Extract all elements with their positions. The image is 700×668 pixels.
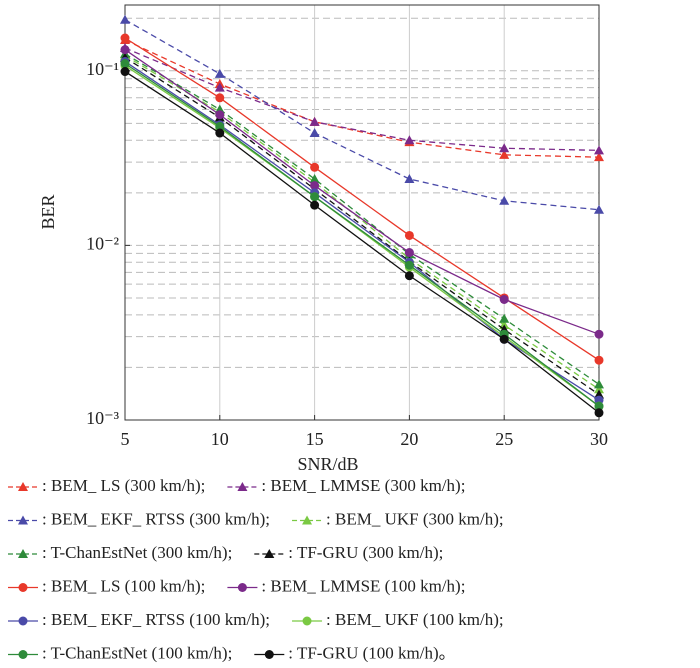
x-tick-label: 30 bbox=[590, 429, 608, 449]
marker bbox=[404, 271, 414, 281]
marker bbox=[264, 549, 275, 558]
marker bbox=[594, 408, 604, 418]
series-line bbox=[124, 39, 600, 158]
x-tick-label: 5 bbox=[121, 429, 130, 449]
legend-label: : BEM_ LMMSE (100 km/h); bbox=[261, 576, 465, 595]
legend-label: : BEM_ LS (100 km/h); bbox=[42, 576, 205, 595]
marker bbox=[404, 260, 414, 270]
marker bbox=[237, 482, 248, 491]
legend-label: : BEM_ LS (300 km/h); bbox=[42, 476, 205, 495]
marker bbox=[310, 162, 320, 172]
marker bbox=[120, 14, 130, 24]
marker bbox=[18, 515, 28, 525]
marker bbox=[309, 128, 320, 138]
legend-label: : TF-GRU (300 km/h); bbox=[288, 543, 443, 562]
marker bbox=[594, 329, 604, 339]
legend-label: : T-ChanEstNet (300 km/h); bbox=[42, 543, 232, 562]
marker bbox=[264, 650, 274, 659]
marker bbox=[18, 549, 28, 558]
marker bbox=[120, 33, 130, 43]
x-axis-label: SNR/dB bbox=[297, 454, 358, 474]
series-line bbox=[124, 55, 600, 390]
legend-label: : BEM_ EKF_ RTSS (100 km/h); bbox=[42, 610, 270, 629]
marker bbox=[594, 355, 604, 365]
marker bbox=[302, 616, 312, 626]
x-tick-label: 15 bbox=[306, 429, 324, 449]
marker bbox=[310, 181, 320, 191]
marker bbox=[499, 143, 510, 153]
marker bbox=[237, 583, 247, 592]
marker bbox=[594, 401, 604, 411]
y-axis-label: BER bbox=[38, 194, 58, 229]
marker bbox=[214, 68, 225, 78]
y-tick-label: 10⁻³ bbox=[86, 408, 120, 428]
x-tick-label: 25 bbox=[495, 429, 513, 449]
marker bbox=[18, 583, 28, 592]
marker bbox=[499, 195, 510, 205]
marker bbox=[310, 200, 320, 210]
marker bbox=[404, 173, 415, 183]
legend-label: : TF-GRU (100 km/h)。 bbox=[288, 643, 455, 662]
marker bbox=[215, 110, 225, 120]
legend-label: : BEM_ EKF_ RTSS (300 km/h); bbox=[42, 509, 270, 528]
marker bbox=[18, 616, 28, 626]
marker bbox=[309, 116, 320, 126]
series-line bbox=[124, 47, 600, 152]
series-line bbox=[124, 19, 600, 211]
marker bbox=[18, 482, 28, 491]
series-line bbox=[124, 49, 600, 335]
marker bbox=[18, 650, 28, 659]
marker bbox=[215, 128, 225, 138]
series-line bbox=[124, 62, 600, 407]
legend-label: : BEM_ LMMSE (300 km/h); bbox=[261, 476, 465, 495]
marker bbox=[499, 294, 509, 304]
marker bbox=[404, 230, 414, 240]
x-tick-label: 10 bbox=[211, 429, 229, 449]
legend-label: : BEM_ UKF (300 km/h); bbox=[326, 509, 504, 528]
x-tick-label: 20 bbox=[400, 429, 418, 449]
marker bbox=[594, 145, 604, 155]
marker bbox=[309, 173, 320, 183]
marker bbox=[120, 67, 130, 77]
marker bbox=[120, 59, 130, 69]
marker bbox=[310, 192, 320, 202]
marker bbox=[594, 389, 604, 399]
series-line bbox=[124, 57, 600, 396]
y-tick-label: 10⁻² bbox=[86, 234, 119, 254]
marker bbox=[404, 248, 414, 258]
marker bbox=[214, 82, 225, 92]
series-line bbox=[124, 37, 600, 361]
series-line bbox=[124, 60, 600, 401]
marker bbox=[404, 135, 415, 145]
marker bbox=[302, 515, 313, 525]
series-line bbox=[124, 65, 600, 407]
y-tick-label: 10⁻¹ bbox=[86, 59, 119, 79]
legend-label: : BEM_ UKF (100 km/h); bbox=[326, 610, 504, 629]
marker bbox=[594, 204, 604, 214]
marker bbox=[215, 93, 225, 103]
marker bbox=[215, 121, 225, 131]
series-line bbox=[124, 53, 600, 385]
marker bbox=[594, 152, 604, 162]
marker bbox=[120, 45, 130, 55]
series-line bbox=[124, 70, 600, 414]
marker bbox=[594, 384, 604, 394]
marker bbox=[499, 313, 510, 323]
marker bbox=[594, 379, 604, 389]
legend-label: : T-ChanEstNet (100 km/h); bbox=[42, 643, 232, 662]
marker bbox=[499, 334, 509, 344]
marker bbox=[499, 149, 510, 159]
